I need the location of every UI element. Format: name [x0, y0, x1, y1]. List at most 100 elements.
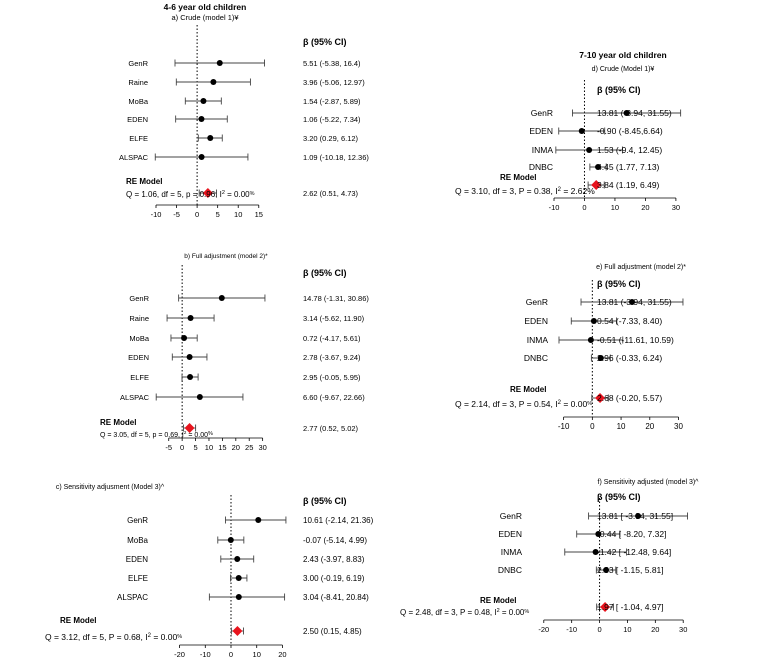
point-estimate-eden — [590, 318, 597, 324]
study-name-eden: EDEN — [126, 555, 148, 564]
estimate-label: 3.96 (-5.06, 12.97) — [303, 78, 365, 87]
column-header: β (95% CI) — [303, 268, 347, 278]
estimate-label: 4.45 (1.77, 7.13) — [597, 162, 660, 172]
x-tick-label: 20 — [278, 650, 286, 659]
re-model-label: RE Model — [126, 177, 162, 186]
point-estimate-genr — [629, 299, 636, 305]
column-header: β (95% CI) — [597, 492, 641, 502]
x-tick-label: 20 — [641, 203, 649, 212]
x-tick-label: 10 — [611, 203, 619, 212]
x-tick-label: 10 — [623, 625, 631, 634]
study-name-genr: GenR — [500, 511, 522, 521]
point-estimate-alspac — [196, 394, 203, 400]
panel-title: e) Full adjustment (model 2)* — [596, 264, 686, 271]
point-estimate-alspac — [235, 594, 242, 600]
point-estimate-genr — [635, 513, 642, 519]
point-estimate-inma — [592, 549, 599, 555]
x-tick-label: 0 — [195, 210, 199, 219]
study-name-eden: EDEN — [529, 126, 553, 136]
x-tick-label: 30 — [672, 203, 680, 212]
study-name-alspac: ALSPAC — [119, 153, 149, 162]
point-estimate-moba — [181, 335, 188, 341]
study-name-elfe: ELFE — [130, 373, 149, 382]
re-model-stats: Q = 3.12, df = 5, P = 0.68, I2 = 0.00% — [45, 632, 182, 642]
point-estimate-moba — [227, 537, 234, 543]
forest-panel-f: f) Sensitivity adjusted (model 3)^ β (95%… — [400, 479, 699, 634]
forest-panel-a: a) Crude (model 1)¥ β (95% CI) GenR 5.51 (-… — [119, 13, 369, 219]
forest-panel-c: c) Sensitivity adjusment (Model 3)^ β (95… — [45, 484, 374, 659]
estimate-label: 14.78 (-1.31, 30.86) — [303, 294, 369, 303]
estimate-label: -0.90 (-8.45,6.64) — [597, 126, 663, 136]
x-tick-label: 5 — [193, 443, 197, 452]
pooled-estimate-diamond — [600, 602, 611, 612]
forest-panel-d: d) Crude (Model 1)¥ β (95% CI) GenR 13.81 (… — [455, 66, 682, 212]
pooled-estimate-label: 2.77 (0.52, 5.02) — [303, 424, 359, 433]
point-estimate-inma — [587, 337, 594, 343]
point-estimate-eden — [186, 354, 193, 360]
x-tick-label: -5 — [173, 210, 180, 219]
x-tick-label: 20 — [645, 422, 654, 431]
estimate-label: 2.95 (-0.05, 5.95) — [303, 373, 361, 382]
x-tick-label: 20 — [232, 443, 240, 452]
re-model-label: RE Model — [500, 173, 536, 182]
panel-title: c) Sensitivity adjusment (Model 3)^ — [56, 484, 165, 491]
study-name-inma: INMA — [532, 145, 554, 155]
pooled-estimate-diamond — [184, 423, 195, 433]
point-estimate-inma — [586, 147, 593, 153]
pooled-estimate-label: 2.62 (0.51, 4.73) — [303, 189, 359, 198]
estimate-label: 1.09 (-10.18, 12.36) — [303, 153, 369, 162]
estimate-label: -1.42 [ -12.48, 9.64] — [597, 547, 671, 557]
study-name-genr: GenR — [129, 294, 149, 303]
point-estimate-raine — [210, 79, 217, 85]
pooled-estimate-diamond — [232, 626, 243, 636]
x-tick-label: 25 — [245, 443, 253, 452]
re-model-stats: Q = 2.14, df = 3, P = 0.54, I2 = 0.00% — [455, 399, 592, 409]
point-estimate-dnbc — [603, 567, 610, 573]
study-name-alspac: ALSPAC — [117, 593, 148, 602]
estimate-label: 13.81 [ -3.94, 31.55] — [597, 511, 673, 521]
pooled-estimate-label: 3.84 (1.19, 6.49) — [597, 180, 660, 190]
point-estimate-eden — [578, 128, 585, 134]
x-tick-label: 0 — [229, 650, 233, 659]
point-estimate-eden — [234, 556, 241, 562]
point-estimate-genr — [255, 517, 262, 523]
re-model-label: RE Model — [60, 616, 96, 625]
study-name-genr: GenR — [526, 297, 548, 307]
x-tick-label: 30 — [674, 422, 683, 431]
study-name-elfe: ELFE — [128, 574, 148, 583]
left-group-title: 4-6 year old children — [164, 2, 247, 12]
x-tick-label: 10 — [617, 422, 626, 431]
study-name-eden: EDEN — [524, 316, 548, 326]
estimate-label: 5.51 (-5.38, 16.4) — [303, 59, 361, 68]
pooled-estimate-label: 2.68 (-0.20, 5.57) — [597, 393, 662, 403]
re-model-stats: Q = 3.05, df = 5, p = 0.69, I2 = 0.00% — [100, 430, 213, 439]
re-model-label: RE Model — [100, 418, 136, 427]
study-name-elfe: ELFE — [129, 134, 148, 143]
point-estimate-alspac — [198, 154, 205, 160]
column-header: β (95% CI) — [597, 85, 641, 95]
re-model-label: RE Model — [480, 596, 516, 605]
re-model-stats: Q = 3.10, df = 3, P = 0.38, I2 = 2.62% — [455, 186, 595, 196]
study-name-eden: EDEN — [128, 353, 149, 362]
x-tick-label: 15 — [218, 443, 226, 452]
x-tick-label: 0 — [597, 625, 601, 634]
estimate-label: 2.78 (-3.67, 9.24) — [303, 353, 361, 362]
forest-panel-b: b) Full adjustment (model 2)* β (95% CI) G… — [100, 253, 369, 452]
study-name-raine: Raine — [128, 78, 148, 87]
x-tick-label: 5 — [216, 210, 220, 219]
point-estimate-genr — [218, 295, 225, 301]
re-model-stats: Q = 1.06, df = 5, p = 0.96, I2 = 0.00% — [126, 190, 255, 199]
study-name-moba: MoBa — [128, 97, 148, 106]
point-estimate-elfe — [235, 575, 242, 581]
estimate-label: 10.61 (-2.14, 21.36) — [303, 516, 374, 525]
study-name-inma: INMA — [527, 335, 549, 345]
study-name-inma: INMA — [501, 547, 523, 557]
estimate-label: 0.72 (-4.17, 5.61) — [303, 334, 361, 343]
estimate-label: 1.54 (-2.87, 5.89) — [303, 97, 361, 106]
x-tick-label: -10 — [200, 650, 211, 659]
panel-title: b) Full adjustment (model 2)* — [184, 253, 268, 260]
x-tick-label: -10 — [566, 625, 577, 634]
study-name-dnbc: DNBC — [498, 565, 522, 575]
estimate-label: 1.53 (-9.4, 12.45) — [597, 145, 662, 155]
